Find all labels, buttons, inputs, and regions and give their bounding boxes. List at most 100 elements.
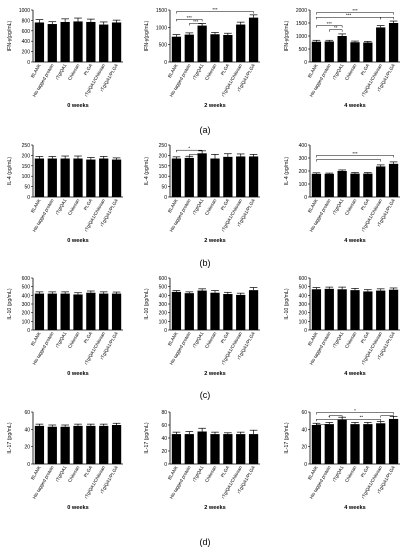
y-tick-label: 0 [304,328,307,334]
significance-bracket [189,23,203,26]
x-axis-label: 0 weeks [67,505,88,511]
y-tick-label: 200 [22,50,31,56]
x-tick-label: PLGA [360,464,371,478]
bar [171,291,182,330]
significance-label: *** [212,7,218,12]
y-tick-label: 600 [22,276,31,282]
bar [210,34,220,62]
x-tick-label: Chitosan [67,63,81,82]
x-tick-label: rTgIQA1 [331,63,344,81]
bar [184,434,194,464]
x-tick-label: rTgIQA1 [54,465,67,483]
bar [248,17,259,62]
y-tick-label: 20 [161,449,167,455]
bar [99,425,109,464]
y-tick-label: 500 [159,285,168,291]
significance-label: ** [360,415,364,420]
y-tick-label: 80 [161,410,167,416]
significance-bracket [189,154,203,157]
bar [34,293,45,330]
y-tick-label: 250 [22,143,31,149]
bar [324,41,334,62]
bar [99,293,109,330]
bar [363,291,373,330]
bar [184,293,194,330]
x-tick-label: Chitosan [67,331,81,350]
y-axis-label: IFN-γ(pg/mL) [144,20,150,51]
x-axis-label: 4 weeks [344,103,365,109]
bar [388,163,399,197]
y-axis-label: IL-10 (pg/mL) [144,288,150,319]
y-tick-label: 2000 [296,8,307,14]
bar [388,23,399,62]
bar [111,425,122,464]
bar [337,36,347,62]
bar [60,21,70,62]
bar [99,158,109,197]
significance-bracket [176,19,203,22]
bar [350,424,360,464]
x-tick-label: Chitosan [344,198,358,217]
y-axis-label: IFN-γ(pg/mL) [7,20,13,51]
significance-label: *** [327,21,333,26]
y-tick-label: 200 [299,311,308,317]
bar [324,173,334,197]
bar [73,294,83,330]
bar [223,434,233,464]
x-tick-label: PLGA [220,464,231,478]
significance-bracket [380,17,394,20]
y-tick-label: 300 [299,156,308,162]
bar [197,25,207,63]
significance-label: *** [352,151,358,156]
y-tick-label: 0 [164,328,167,334]
y-tick-label: 400 [299,293,308,299]
significance-label: *** [187,15,193,20]
y-tick-label: 20 [24,445,30,451]
x-tick-label: BLANK [30,197,42,213]
y-tick-label: 50 [161,185,167,191]
x-tick-label: PLGA [83,464,94,478]
y-tick-label: 40 [301,427,307,433]
y-axis-label: IL-4 (pg/mL) [144,157,150,186]
bar [350,42,360,62]
y-tick-label: 1000 [19,8,30,14]
y-tick-label: 300 [22,302,31,308]
bar [184,157,194,197]
bar [324,424,334,464]
bar [388,418,399,464]
bar [337,419,347,464]
x-tick-label: PLGA [360,197,371,211]
significance-bracket [329,415,343,418]
x-tick-label: rTgIQA1 [54,63,67,81]
y-tick-label: 40 [161,436,167,442]
y-tick-label: 100 [159,319,168,325]
x-tick-label: rTgIQA1 [54,198,67,216]
y-tick-label: 100 [299,182,308,188]
bar [376,423,386,464]
y-tick-label: 200 [159,311,168,317]
x-tick-label: PLGA [360,62,371,76]
significance-bracket [316,155,394,158]
bar [350,173,360,197]
x-tick-label: BLANK [167,464,179,480]
bar [363,42,373,62]
y-tick-label: 0 [27,195,30,201]
bar [248,156,259,197]
y-tick-label: 60 [301,410,307,416]
x-tick-label: rTgIQA1 [331,198,344,216]
y-tick-label: 150 [159,164,168,170]
bar [210,434,220,464]
bar [236,24,246,63]
bar [311,289,322,330]
y-axis-label: IL-4 (pg/mL) [284,157,290,186]
bar [34,425,45,464]
